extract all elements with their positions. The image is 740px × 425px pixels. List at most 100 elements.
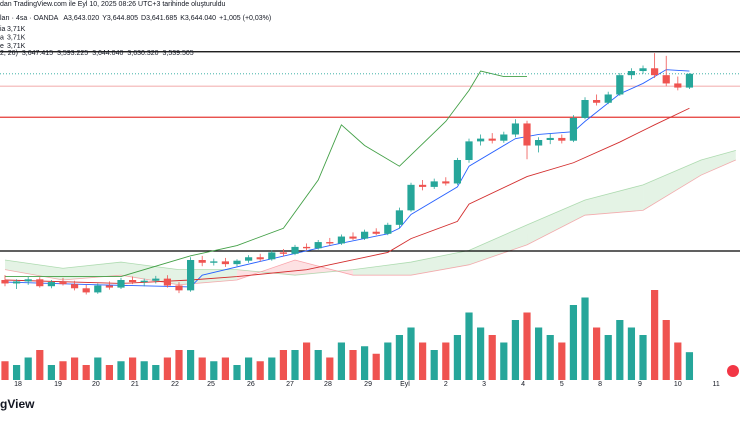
cloud-segment: [701, 150, 736, 176]
candle-body: [430, 181, 438, 187]
candle-body: [372, 231, 380, 234]
candle-body: [546, 137, 554, 140]
ohlc-value: 3,641.685: [146, 15, 177, 22]
cloud-edge: [4, 159, 736, 286]
candle-body: [117, 280, 125, 288]
candle-body: [627, 71, 636, 76]
x-tick-label: Eyl: [400, 381, 410, 388]
volume-bar: [372, 353, 380, 380]
candle-body: [511, 123, 520, 135]
x-tick-label: 27: [286, 381, 294, 388]
volume-bar: [488, 335, 496, 380]
candle-body: [245, 257, 253, 261]
x-tick-label: 3: [482, 381, 486, 388]
volume-bar: [465, 312, 473, 380]
candle-body: [453, 160, 462, 184]
ohlc-value: 3,644.805: [107, 15, 138, 22]
candle-body: [384, 224, 392, 234]
candle-body: [419, 184, 427, 187]
volume-bar: [685, 352, 694, 380]
indicator-line: [4, 107, 690, 284]
volume-bar: [430, 350, 438, 380]
volume-bar: [279, 350, 288, 380]
cloud-segment: [527, 200, 586, 245]
volume-bar: [94, 357, 102, 380]
cloud-segment: [469, 224, 528, 265]
volume-bar: [140, 361, 148, 380]
candle-body: [210, 261, 218, 263]
volume-bar: [395, 335, 404, 380]
plot-back: [0, 51, 740, 286]
x-tick-label: 20: [92, 381, 100, 388]
ichimoku-value: 3,644.040: [92, 50, 123, 57]
logo: gView: [0, 397, 35, 411]
flag-icon: [727, 365, 739, 377]
candle-body: [395, 210, 404, 225]
volume-row-name: e: [0, 43, 4, 50]
volume-bar: [256, 361, 264, 380]
candle-body: [569, 117, 578, 141]
volume-bar: [117, 361, 125, 380]
candle-body: [477, 138, 485, 142]
ohlc-key: D: [141, 15, 146, 22]
ohlc-key: A: [63, 15, 68, 22]
candle-body: [558, 137, 566, 141]
candle-body: [70, 284, 79, 289]
volume-bar: [12, 365, 21, 380]
candle-body: [82, 288, 90, 293]
volume-bar: [453, 335, 462, 380]
candle-body: [651, 68, 659, 76]
volume-bar: [291, 350, 299, 380]
candle-body: [256, 257, 264, 260]
volume-bar: [361, 346, 369, 380]
volume-bar: [245, 357, 253, 380]
candle-body: [291, 246, 299, 254]
candle-body: [616, 75, 624, 95]
volume-bar: [500, 342, 508, 380]
volume-row-value: 3,71K: [7, 43, 26, 50]
ichimoku-value: 3,539.505: [163, 50, 194, 57]
volume-row-value: 3,71K: [7, 26, 26, 33]
candle-body: [47, 282, 55, 287]
candle-body: [639, 68, 647, 72]
ichimoku-value: 3,593.225: [57, 50, 88, 57]
volume-bar: [303, 342, 311, 380]
volume-bar: [442, 342, 450, 380]
volume-bar: [24, 357, 32, 380]
x-tick-label: 9: [638, 381, 642, 388]
volume-bar: [558, 342, 566, 380]
candle-body: [24, 279, 32, 282]
x-tick-label: 26: [247, 381, 255, 388]
volume-bar: [627, 327, 636, 380]
volume-bar: [47, 365, 55, 380]
volume-row-name: a: [0, 34, 4, 41]
candle-body: [175, 285, 183, 291]
candle-body: [337, 236, 346, 244]
cloud-segment: [585, 184, 644, 216]
candle-body: [36, 279, 44, 287]
x-tick-label: 11: [712, 381, 719, 388]
candle-body: [233, 260, 241, 265]
x-tick-label: 18: [14, 381, 22, 388]
ichimoku-value: 3,647.415: [22, 50, 53, 57]
volume-bar: [82, 365, 90, 380]
volume-bar: [186, 350, 195, 380]
volume-bar: [233, 365, 241, 380]
volume-bar: [523, 312, 531, 380]
ohlc-change: +1,005 (+0,03%): [219, 15, 271, 22]
x-tick-label: 21: [131, 381, 139, 388]
volume-bar: [593, 327, 601, 380]
volume-bar: [268, 357, 276, 380]
candle-body: [279, 252, 288, 254]
volume-bar: [337, 342, 346, 380]
volume-bar: [210, 361, 218, 380]
volume-bar: [535, 327, 543, 380]
x-tick-label: 10: [674, 381, 682, 388]
volume-bar: [616, 320, 624, 380]
indicator-line: [4, 70, 528, 278]
candle-body: [500, 134, 508, 141]
x-tick-label: 4: [521, 381, 525, 388]
x-tick-label: 28: [324, 381, 332, 388]
volume-bar: [384, 342, 392, 380]
volume-bar: [105, 365, 113, 380]
